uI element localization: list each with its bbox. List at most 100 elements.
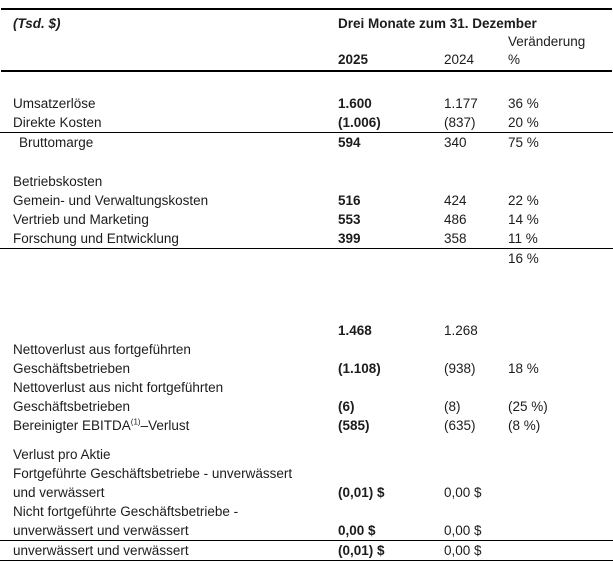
value-change-pct: 14 % <box>508 212 539 227</box>
value-2025: (1.006) <box>338 115 381 130</box>
table-body: Umsatzerlöse 1.600 1.177 36 % Direkte Ko… <box>0 72 613 561</box>
header-bottom-rule <box>1 70 612 72</box>
financial-results-table: (Tsd. $) Drei Monate zum 31. Dezember Ve… <box>0 8 613 561</box>
row-label <box>13 249 338 268</box>
value-change-pct: 20 % <box>508 115 539 130</box>
row-label-line <box>13 321 338 340</box>
value-2025: (0,01) $ <box>338 543 385 558</box>
value-2025: 1.468 <box>338 323 372 338</box>
row-label: Vertrieb und Marketing <box>13 210 338 229</box>
row-label: Nettoverlust aus nicht fortgeführten Gesc… <box>13 378 338 416</box>
table-row: Verlust pro Aktie <box>0 445 613 464</box>
value-change-pct: 18 % <box>508 361 539 376</box>
value-2024: 358 <box>444 231 467 246</box>
row-label-line: Nicht fortgeführte Geschäftsbetriebe - <box>13 504 239 519</box>
table-row: Bereinigter EBITDA(1)–Verlust (585) (635… <box>0 416 613 435</box>
row-label: Umsatzerlöse <box>13 94 338 113</box>
value-2024: (635) <box>444 418 476 433</box>
value-change-pct: 16 % <box>508 251 539 266</box>
value-2025: (585) <box>338 418 370 433</box>
year-2025-header: 2025 <box>338 52 369 67</box>
header-label-cell <box>13 50 338 69</box>
value-2025: 594 <box>338 135 361 150</box>
table-header-row-2: Veränderung <box>0 34 613 50</box>
value-2024: 0,00 $ <box>444 485 482 500</box>
year-2024-header: 2024 <box>444 52 475 67</box>
row-label: unverwässert und verwässert <box>13 541 338 560</box>
table-row: Nettoverlust aus nicht fortgeführten Gesc… <box>0 378 613 416</box>
row-label-line: Geschäftsbetrieben <box>13 361 131 376</box>
table-row: Bruttomarge 594 340 75 % <box>0 133 613 152</box>
row-label-line: Gemein- und Verwaltungskosten <box>13 193 209 208</box>
row-label: Bereinigter EBITDA(1)–Verlust <box>13 416 338 435</box>
row-label: Gemein- und Verwaltungskosten <box>13 191 338 210</box>
row-label-line: Nettoverlust aus fortgeführten <box>13 342 191 357</box>
row-label-line: Vertrieb und Marketing <box>13 212 149 227</box>
value-2024: 424 <box>444 193 467 208</box>
table-row: Gemein- und Verwaltungskosten 516 424 22… <box>0 191 613 210</box>
row-label-line: Geschäftsbetrieben <box>13 399 131 414</box>
table-row: unverwässert und verwässert (0,01) $ 0,0… <box>0 541 613 561</box>
value-2025: 399 <box>338 231 361 246</box>
row-label-line: Umsatzerlöse <box>13 96 96 111</box>
table-header-row-3: 2025 2024 % <box>0 50 613 69</box>
value-change-pct: (8 %) <box>508 418 541 433</box>
row-label-line: und verwässert <box>13 485 105 500</box>
value-2025: 553 <box>338 212 361 227</box>
table-row: Nettoverlust aus fortgeführten Geschäftsb… <box>0 340 613 378</box>
row-label-line: Direkte Kosten <box>13 115 102 130</box>
table-row: Vertrieb und Marketing 553 486 14 % <box>0 210 613 229</box>
value-2024: (837) <box>444 115 476 130</box>
row-label: Betriebskosten <box>13 172 338 191</box>
row-label-line: Verlust pro Aktie <box>13 447 111 462</box>
row-label-line: Betriebskosten <box>13 174 103 189</box>
table-row: Direkte Kosten (1.006) (837) 20 % <box>0 113 613 133</box>
period-title: Drei Monate zum 31. Dezember <box>338 16 537 31</box>
table-row: Forschung und Entwicklung 399 358 11 % <box>0 229 613 249</box>
value-change-pct: 11 % <box>508 231 538 246</box>
row-label-line: Bruttomarge <box>19 135 94 150</box>
value-2025: (0,01) $ <box>338 485 385 500</box>
table-row: Umsatzerlöse 1.600 1.177 36 % <box>0 94 613 113</box>
value-2024: 0,00 $ <box>444 523 482 538</box>
row-label-line: Bereinigter EBITDA(1)–Verlust <box>13 417 190 433</box>
value-2025: 516 <box>338 193 361 208</box>
row-label-line <box>13 249 338 268</box>
table-row: Fortgeführte Geschäftsbetriebe - unverwä… <box>0 464 613 502</box>
table-header-row-1: (Tsd. $) Drei Monate zum 31. Dezember <box>0 10 613 34</box>
value-2024: (938) <box>444 361 476 376</box>
row-label: Fortgeführte Geschäftsbetriebe - unverwä… <box>13 464 338 502</box>
value-2024: 0,00 $ <box>444 543 482 558</box>
row-label: Forschung und Entwicklung <box>13 229 338 248</box>
value-2024: 1.177 <box>444 96 478 111</box>
value-2025: (6) <box>338 399 355 414</box>
header-spacer <box>13 34 508 50</box>
value-2025: 0,00 $ <box>338 523 376 538</box>
value-change-pct: 75 % <box>508 135 539 150</box>
value-2024: 486 <box>444 212 467 227</box>
row-label: Verlust pro Aktie <box>13 445 338 464</box>
row-label <box>13 321 338 340</box>
value-2025: 1.600 <box>338 96 372 111</box>
row-label-line: Nettoverlust aus nicht fortgeführten <box>13 380 224 395</box>
row-label-line: unverwässert und verwässert <box>13 523 189 538</box>
row-label: Bruttomarge <box>13 133 338 152</box>
table-row: Nicht fortgeführte Geschäftsbetriebe - un… <box>0 502 613 541</box>
table-row: 1.468 1.268 <box>0 321 613 340</box>
value-change-pct: 22 % <box>508 193 539 208</box>
table-row: Betriebskosten <box>0 172 613 191</box>
unit-label: (Tsd. $) <box>13 16 61 31</box>
value-2024: 1.268 <box>444 323 478 338</box>
change-column-label: Veränderung <box>508 34 586 49</box>
value-2025: (1.108) <box>338 361 381 376</box>
percent-symbol-header: % <box>508 52 521 67</box>
row-label-line: Fortgeführte Geschäftsbetriebe - unverwä… <box>13 466 293 481</box>
value-2024: 340 <box>444 135 467 150</box>
value-change-pct: 36 % <box>508 96 539 111</box>
table-row: 16 % <box>0 249 613 268</box>
row-label-line: Forschung und Entwicklung <box>13 231 179 246</box>
row-label: Direkte Kosten <box>13 113 338 132</box>
footnote-marker: (1) <box>130 417 141 427</box>
row-label-line: unverwässert und verwässert <box>13 543 189 558</box>
value-change-pct: (25 %) <box>508 399 548 414</box>
